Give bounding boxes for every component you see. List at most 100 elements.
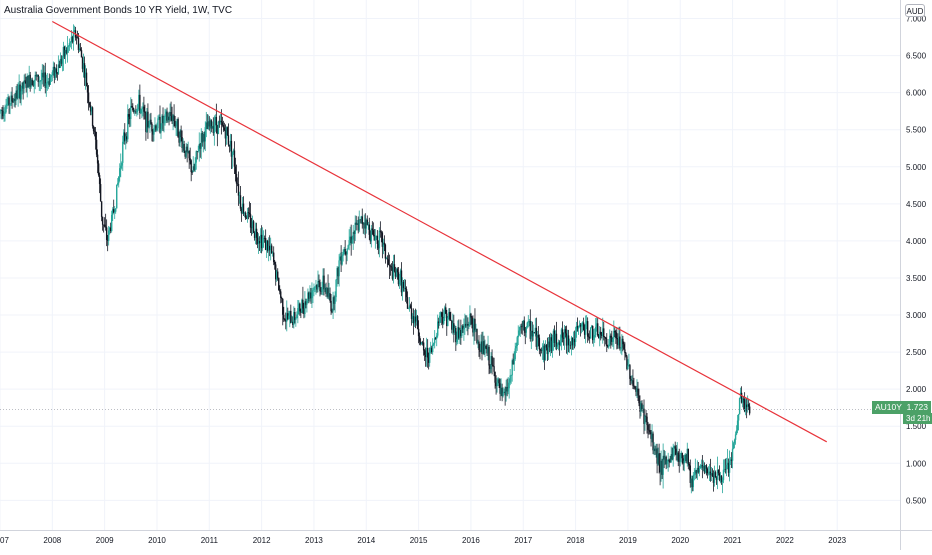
x-tick-label: 2020 (671, 536, 689, 545)
candle-body (24, 80, 26, 82)
candle-body (455, 327, 457, 343)
candle-body (644, 416, 646, 424)
candle-body (602, 328, 604, 336)
candle-body (666, 460, 668, 465)
candle-body (92, 126, 95, 132)
candle-body (73, 30, 76, 32)
candle-body (305, 301, 307, 305)
candle-body (170, 112, 172, 116)
candle-body (671, 454, 673, 460)
candle-body (293, 312, 295, 325)
candle-body (78, 48, 81, 51)
candle-body (562, 337, 565, 339)
y-tick-label: 3.000 (906, 311, 927, 320)
candle-body (224, 130, 227, 139)
candle-body (48, 81, 51, 85)
candle-body (603, 328, 605, 338)
candle-body (576, 326, 579, 329)
candle-body (414, 316, 417, 322)
candle-body (514, 348, 516, 359)
candle-body (58, 64, 61, 68)
candle-body (683, 460, 685, 464)
candle-body (536, 334, 539, 347)
candle-body (723, 468, 726, 470)
countdown-tag: 3d 21h (903, 413, 932, 424)
candle-body (543, 345, 546, 361)
candle-body (33, 79, 35, 86)
candle-body (708, 471, 711, 473)
candle-body (195, 151, 197, 163)
candle-body (99, 184, 102, 202)
candle-body (343, 249, 345, 255)
candle-body (204, 127, 206, 142)
candle-body (217, 121, 220, 135)
candle-body (145, 112, 147, 132)
candle-body (517, 335, 519, 338)
candle-body (493, 366, 495, 372)
candle-body (473, 318, 475, 333)
candle-body (606, 338, 608, 347)
candle-body (29, 74, 31, 87)
candle-body (449, 312, 451, 320)
candle-body (276, 271, 278, 280)
candle-body (654, 448, 656, 452)
x-tick-label: 2011 (201, 536, 219, 545)
candle-body (184, 150, 186, 157)
candle-body (121, 162, 123, 166)
candle-body (677, 452, 679, 461)
candle-body (369, 234, 372, 242)
candle-body (71, 36, 74, 42)
candle-body (197, 150, 199, 152)
candle-body (160, 128, 162, 133)
candle-body (601, 334, 603, 336)
candle-body (609, 335, 611, 345)
candle-body (411, 316, 414, 319)
candle-body (628, 365, 630, 366)
candle-body (181, 137, 183, 149)
candle-body (81, 57, 84, 69)
candle-body (563, 329, 566, 339)
candle-body (542, 345, 545, 350)
last-price-tag: AU10Y 1.723 (872, 401, 931, 414)
candle-body (84, 72, 87, 78)
candle-body (226, 127, 229, 136)
candle-body (706, 468, 709, 474)
candle-body (528, 320, 530, 322)
candle-body (190, 160, 192, 173)
candle-body (238, 195, 241, 196)
candle-body (143, 106, 145, 112)
candle-body (652, 433, 654, 451)
candle-body (720, 475, 723, 483)
candle-body (648, 429, 650, 431)
candle-body (2, 110, 4, 117)
candle-body (262, 238, 265, 239)
candle-body (102, 224, 105, 226)
candle-body (16, 90, 18, 99)
candle-body (366, 219, 368, 226)
candle-body (214, 117, 217, 126)
candle-body (378, 230, 381, 249)
candle-body (98, 175, 101, 185)
candle-body (105, 227, 108, 240)
candle-body (360, 216, 362, 220)
candle-body (234, 166, 237, 175)
candle-body (711, 473, 714, 477)
candle-body (218, 121, 221, 123)
candle-body (133, 110, 135, 113)
candle-body (420, 342, 423, 344)
candle-body (375, 235, 378, 237)
currency-badge[interactable]: AUD (905, 4, 925, 17)
candle-body (680, 452, 682, 455)
candle-body (655, 448, 657, 452)
candle-body (719, 475, 722, 481)
candle-body (249, 214, 252, 228)
candle-body (76, 37, 79, 39)
candle-body (442, 316, 444, 324)
candle-body (13, 98, 15, 103)
candle-body (633, 385, 635, 387)
candle-body (90, 107, 93, 112)
candle-body (151, 123, 153, 132)
candle-body (724, 468, 727, 470)
candle-body (253, 232, 256, 238)
candle-body (128, 114, 130, 117)
